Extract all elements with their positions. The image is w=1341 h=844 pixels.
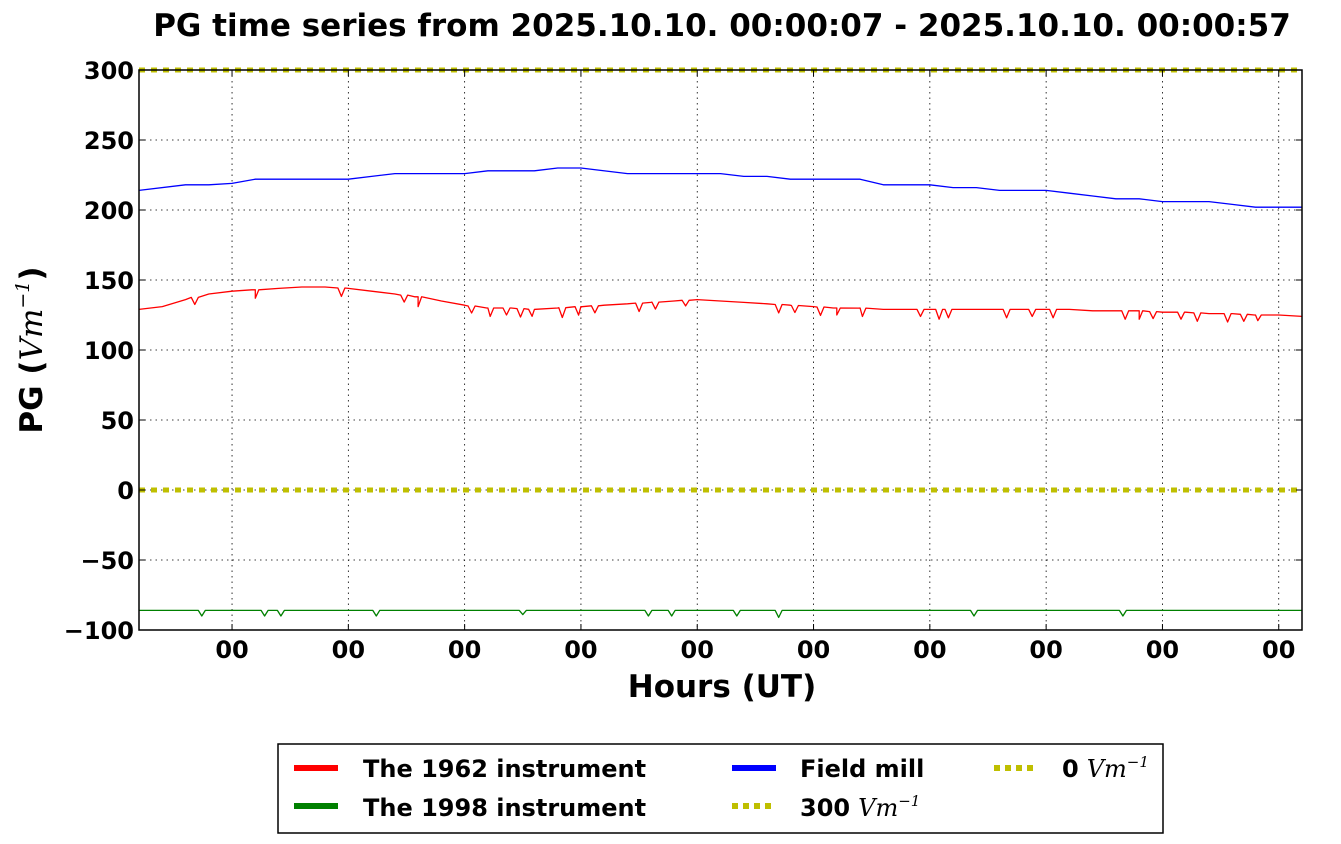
x-tick-label: 00 xyxy=(797,636,830,664)
chart-title: PG time series from 2025.10.10. 00:00:07… xyxy=(153,8,1291,44)
legend-label-1998: The 1998 instrument xyxy=(363,794,646,822)
legend-frame xyxy=(277,743,1164,834)
x-tick-label: 00 xyxy=(1146,636,1179,664)
y-tick-label: 100 xyxy=(84,337,134,365)
y-axis-label-unit-exponent: −1 xyxy=(12,281,34,309)
legend-label-300: 300 Vm−1 xyxy=(800,792,920,822)
x-tick-label: 00 xyxy=(564,636,597,664)
legend-label-300-value: 300 xyxy=(800,794,850,822)
legend-label-field-mill: Field mill xyxy=(800,755,924,783)
x-tick-label: 00 xyxy=(1262,636,1295,664)
y-tick-label: 300 xyxy=(84,57,134,85)
series-1962-instrument xyxy=(138,286,1303,323)
y-tick-label: 50 xyxy=(101,407,134,435)
legend-label-0-exponent: −1 xyxy=(1127,753,1149,771)
x-tick-label: 00 xyxy=(913,636,946,664)
y-axis-ticks: 300 250 200 150 100 50 0 −50 −100 xyxy=(64,57,1302,645)
legend-label-0-unit: Vm xyxy=(1087,755,1127,783)
y-tick-label: 200 xyxy=(84,197,134,225)
plot-area-frame xyxy=(138,69,1303,631)
x-tick-label: 00 xyxy=(681,636,714,664)
y-tick-label: 250 xyxy=(84,127,134,155)
legend-label-0-value: 0 xyxy=(1062,755,1079,783)
x-tick-label: 00 xyxy=(215,636,248,664)
y-tick-label: 150 xyxy=(84,267,134,295)
y-tick-label: 0 xyxy=(117,477,134,505)
grid-lines xyxy=(139,70,1302,630)
series-layer xyxy=(138,67,1303,619)
x-axis-label: Hours (UT) xyxy=(628,669,817,705)
x-axis-ticks: 00 00 00 00 00 00 00 00 00 00 xyxy=(215,70,1295,664)
legend-label-1962: The 1962 instrument xyxy=(363,755,646,783)
legend-label-300-exponent: −1 xyxy=(898,792,920,810)
y-axis-label-suffix: ) xyxy=(14,266,50,280)
legend-label-300-unit: Vm xyxy=(858,794,898,822)
y-axis-label-unit: Vm xyxy=(14,309,50,361)
series-1998-instrument xyxy=(139,609,1302,619)
y-tick-label: −100 xyxy=(64,617,134,645)
legend-label-0: 0 Vm−1 xyxy=(1062,753,1149,783)
y-axis-label-prefix: PG ( xyxy=(14,360,50,433)
x-tick-label: 00 xyxy=(1029,636,1062,664)
series-field-mill xyxy=(138,167,1302,208)
y-tick-label: −50 xyxy=(80,547,134,575)
y-axis-label: PG (Vm−1) xyxy=(12,266,50,433)
x-tick-label: 00 xyxy=(448,636,481,664)
x-tick-label: 00 xyxy=(332,636,365,664)
legend: The 1962 instrument The 1998 instrument … xyxy=(277,743,1164,834)
